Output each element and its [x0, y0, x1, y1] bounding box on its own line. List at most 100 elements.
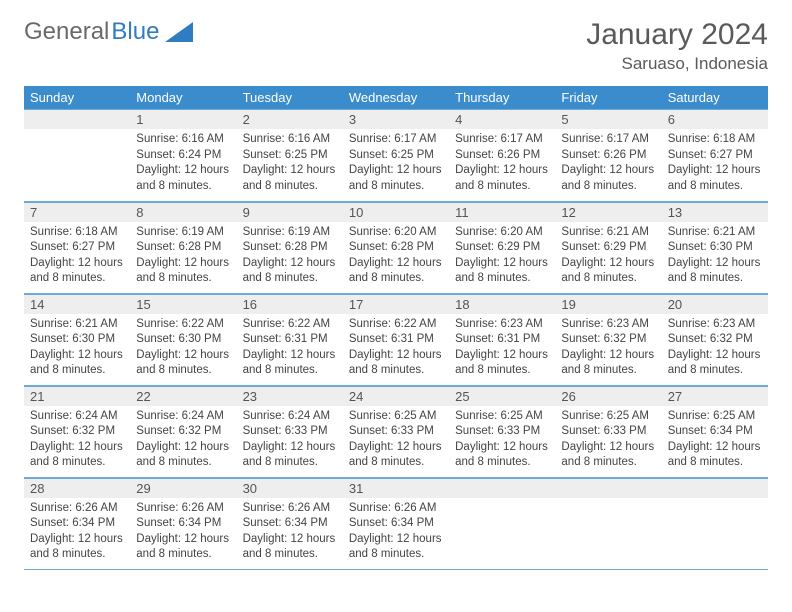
daylight-text-2: and 8 minutes. — [668, 271, 762, 287]
calendar-cell: 5Sunrise: 6:17 AMSunset: 6:26 PMDaylight… — [555, 109, 661, 201]
daylight-text-1: Daylight: 12 hours — [455, 440, 549, 456]
day-number: 3 — [343, 109, 449, 129]
daylight-text-1: Daylight: 12 hours — [243, 256, 337, 272]
week-row: 21Sunrise: 6:24 AMSunset: 6:32 PMDayligh… — [24, 385, 768, 477]
day-content: Sunrise: 6:26 AMSunset: 6:34 PMDaylight:… — [237, 498, 343, 569]
calendar-table: Sunday Monday Tuesday Wednesday Thursday… — [24, 86, 768, 570]
day-number: 26 — [555, 386, 661, 406]
sunset-text: Sunset: 6:26 PM — [455, 148, 549, 164]
calendar-cell: 28Sunrise: 6:26 AMSunset: 6:34 PMDayligh… — [24, 477, 130, 569]
logo-text-1: General — [24, 18, 109, 46]
daylight-text-1: Daylight: 12 hours — [136, 256, 230, 272]
calendar-cell: 14Sunrise: 6:21 AMSunset: 6:30 PMDayligh… — [24, 293, 130, 385]
sunrise-text: Sunrise: 6:18 AM — [668, 132, 762, 148]
daylight-text-2: and 8 minutes. — [136, 363, 230, 379]
daylight-text-1: Daylight: 12 hours — [30, 256, 124, 272]
calendar-cell: 3Sunrise: 6:17 AMSunset: 6:25 PMDaylight… — [343, 109, 449, 201]
day-header: Wednesday — [343, 86, 449, 109]
daylight-text-2: and 8 minutes. — [455, 363, 549, 379]
daylight-text-2: and 8 minutes. — [243, 547, 337, 563]
day-content: Sunrise: 6:21 AMSunset: 6:30 PMDaylight:… — [24, 314, 130, 385]
calendar-cell: 22Sunrise: 6:24 AMSunset: 6:32 PMDayligh… — [130, 385, 236, 477]
sunset-text: Sunset: 6:28 PM — [349, 240, 443, 256]
day-number: 27 — [662, 386, 768, 406]
calendar-cell: 12Sunrise: 6:21 AMSunset: 6:29 PMDayligh… — [555, 201, 661, 293]
daylight-text-1: Daylight: 12 hours — [243, 163, 337, 179]
daylight-text-2: and 8 minutes. — [455, 455, 549, 471]
day-content: Sunrise: 6:22 AMSunset: 6:31 PMDaylight:… — [237, 314, 343, 385]
day-header: Tuesday — [237, 86, 343, 109]
sunrise-text: Sunrise: 6:16 AM — [243, 132, 337, 148]
calendar-body: 1Sunrise: 6:16 AMSunset: 6:24 PMDaylight… — [24, 109, 768, 569]
sunset-text: Sunset: 6:25 PM — [349, 148, 443, 164]
day-content: Sunrise: 6:22 AMSunset: 6:31 PMDaylight:… — [343, 314, 449, 385]
daylight-text-2: and 8 minutes. — [668, 455, 762, 471]
day-content: Sunrise: 6:18 AMSunset: 6:27 PMDaylight:… — [24, 222, 130, 293]
calendar-cell: 4Sunrise: 6:17 AMSunset: 6:26 PMDaylight… — [449, 109, 555, 201]
day-content: Sunrise: 6:17 AMSunset: 6:25 PMDaylight:… — [343, 129, 449, 200]
daylight-text-1: Daylight: 12 hours — [30, 532, 124, 548]
day-number: 24 — [343, 386, 449, 406]
calendar-cell: 11Sunrise: 6:20 AMSunset: 6:29 PMDayligh… — [449, 201, 555, 293]
calendar-cell — [555, 477, 661, 569]
calendar-cell: 15Sunrise: 6:22 AMSunset: 6:30 PMDayligh… — [130, 293, 236, 385]
sunset-text: Sunset: 6:34 PM — [243, 516, 337, 532]
sunset-text: Sunset: 6:34 PM — [668, 424, 762, 440]
daylight-text-1: Daylight: 12 hours — [243, 440, 337, 456]
daylight-text-1: Daylight: 12 hours — [668, 440, 762, 456]
calendar-cell: 17Sunrise: 6:22 AMSunset: 6:31 PMDayligh… — [343, 293, 449, 385]
day-content — [662, 498, 768, 558]
daylight-text-2: and 8 minutes. — [243, 455, 337, 471]
calendar-cell — [449, 477, 555, 569]
sunrise-text: Sunrise: 6:23 AM — [455, 317, 549, 333]
sunrise-text: Sunrise: 6:26 AM — [30, 501, 124, 517]
day-content: Sunrise: 6:22 AMSunset: 6:30 PMDaylight:… — [130, 314, 236, 385]
calendar-cell: 26Sunrise: 6:25 AMSunset: 6:33 PMDayligh… — [555, 385, 661, 477]
sunrise-text: Sunrise: 6:26 AM — [349, 501, 443, 517]
calendar-cell: 24Sunrise: 6:25 AMSunset: 6:33 PMDayligh… — [343, 385, 449, 477]
day-number — [555, 478, 661, 498]
day-number: 21 — [24, 386, 130, 406]
daylight-text-2: and 8 minutes. — [136, 179, 230, 195]
daylight-text-1: Daylight: 12 hours — [349, 256, 443, 272]
logo-text-2: Blue — [111, 18, 159, 46]
day-header: Sunday — [24, 86, 130, 109]
sunrise-text: Sunrise: 6:24 AM — [243, 409, 337, 425]
daylight-text-2: and 8 minutes. — [349, 455, 443, 471]
sunset-text: Sunset: 6:33 PM — [455, 424, 549, 440]
sunrise-text: Sunrise: 6:25 AM — [668, 409, 762, 425]
day-number: 31 — [343, 478, 449, 498]
daylight-text-2: and 8 minutes. — [243, 363, 337, 379]
day-content — [24, 129, 130, 189]
sunrise-text: Sunrise: 6:19 AM — [136, 225, 230, 241]
calendar-cell: 25Sunrise: 6:25 AMSunset: 6:33 PMDayligh… — [449, 385, 555, 477]
daylight-text-2: and 8 minutes. — [30, 455, 124, 471]
day-content: Sunrise: 6:23 AMSunset: 6:32 PMDaylight:… — [555, 314, 661, 385]
day-header: Saturday — [662, 86, 768, 109]
day-number: 11 — [449, 202, 555, 222]
sunrise-text: Sunrise: 6:17 AM — [561, 132, 655, 148]
sunset-text: Sunset: 6:31 PM — [349, 332, 443, 348]
title-block: January 2024 Saruaso, Indonesia — [586, 18, 768, 74]
sunset-text: Sunset: 6:33 PM — [561, 424, 655, 440]
day-content: Sunrise: 6:24 AMSunset: 6:32 PMDaylight:… — [24, 406, 130, 477]
day-number: 29 — [130, 478, 236, 498]
calendar-cell — [24, 109, 130, 201]
day-number: 9 — [237, 202, 343, 222]
daylight-text-1: Daylight: 12 hours — [561, 163, 655, 179]
sunrise-text: Sunrise: 6:25 AM — [349, 409, 443, 425]
daylight-text-2: and 8 minutes. — [30, 363, 124, 379]
day-content — [449, 498, 555, 558]
daylight-text-1: Daylight: 12 hours — [668, 256, 762, 272]
day-number: 13 — [662, 202, 768, 222]
day-number: 1 — [130, 109, 236, 129]
sunrise-text: Sunrise: 6:23 AM — [668, 317, 762, 333]
sunset-text: Sunset: 6:32 PM — [30, 424, 124, 440]
week-row: 7Sunrise: 6:18 AMSunset: 6:27 PMDaylight… — [24, 201, 768, 293]
day-content: Sunrise: 6:16 AMSunset: 6:24 PMDaylight:… — [130, 129, 236, 200]
sunrise-text: Sunrise: 6:26 AM — [136, 501, 230, 517]
day-number: 28 — [24, 478, 130, 498]
sunrise-text: Sunrise: 6:24 AM — [136, 409, 230, 425]
day-content: Sunrise: 6:23 AMSunset: 6:31 PMDaylight:… — [449, 314, 555, 385]
daylight-text-2: and 8 minutes. — [30, 547, 124, 563]
